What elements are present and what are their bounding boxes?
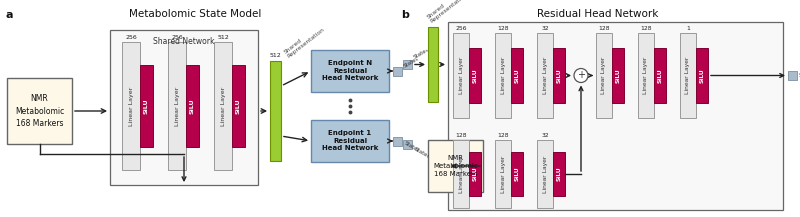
Bar [393,136,402,146]
Text: SiLU: SiLU [473,167,478,181]
Text: Linear Layer: Linear Layer [129,86,134,126]
Bar [393,66,402,76]
Bar [232,65,245,147]
Text: +: + [577,71,585,81]
Bar [140,65,153,147]
Text: Linear Layer: Linear Layer [221,86,226,126]
Text: Shared Network: Shared Network [154,37,214,46]
Bar [7,78,72,144]
Bar [122,42,140,170]
Text: b: b [401,10,409,20]
Circle shape [574,69,588,82]
Text: 256: 256 [125,35,137,40]
Bar [654,48,666,103]
Text: a: a [5,10,13,20]
Text: Linear Layer: Linear Layer [174,86,179,126]
Text: SiLU: SiLU [514,167,519,181]
Bar [428,27,438,102]
Text: Shared
Representation: Shared Representation [283,22,326,59]
Bar [495,33,511,118]
Text: State: State [799,73,800,78]
Bar [311,120,389,162]
Bar [403,140,412,149]
Bar [612,48,624,103]
Bar [453,140,469,208]
Text: Linear Layer: Linear Layer [542,155,547,193]
Text: 1: 1 [686,26,690,31]
Bar [696,48,708,103]
Text: Linear Layer: Linear Layer [686,57,690,94]
Text: 128: 128 [455,133,466,138]
Bar [596,33,612,118]
Text: Residual Head Network: Residual Head Network [538,9,658,19]
Text: SiLU: SiLU [473,68,478,83]
Bar [788,71,797,80]
Bar [110,30,258,185]
Bar [214,42,232,170]
Text: SiLU: SiLU [557,68,562,83]
Bar [469,48,481,103]
Bar [453,33,469,118]
Text: SiLU: SiLU [514,68,519,83]
Text: Metabolomic State Model: Metabolomic State Model [129,9,261,19]
Text: Linear Layer: Linear Layer [458,155,463,193]
Text: 512: 512 [217,35,229,40]
Text: SiLU: SiLU [699,68,705,83]
Text: NMR
Metabolomic
168 Markers: NMR Metabolomic 168 Markers [15,94,64,128]
Text: 128: 128 [640,26,652,31]
Text: 256: 256 [455,26,466,31]
Text: SiLU: SiLU [658,68,662,83]
Text: 512: 512 [270,53,282,58]
Text: Endpoint N
Residual
Head Network: Endpoint N Residual Head Network [322,61,378,82]
Bar [448,22,783,210]
Bar [270,61,281,161]
Text: 256: 256 [171,35,183,40]
Text: State₁: State₁ [413,147,430,159]
Text: 32: 32 [541,133,549,138]
Bar [495,140,511,208]
Text: 128: 128 [498,133,509,138]
Bar [311,50,389,92]
Text: Endpoint 1
Residual
Head Network: Endpoint 1 Residual Head Network [322,130,378,151]
Bar [680,33,696,118]
Text: Linear Layer: Linear Layer [643,57,649,94]
Text: 32: 32 [541,26,549,31]
Bar [553,48,565,103]
Bar [553,152,565,196]
Bar [638,33,654,118]
Bar [186,65,199,147]
Bar [168,42,186,170]
Bar [469,152,481,196]
Text: Stateₙ: Stateₙ [413,47,430,59]
Text: NMR
Metabolomic
168 Markers: NMR Metabolomic 168 Markers [433,155,478,178]
Text: Stateₙ: Stateₙ [403,56,420,68]
Text: 128: 128 [498,26,509,31]
Bar [537,140,553,208]
Text: SiLU: SiLU [236,98,241,114]
Text: SiLU: SiLU [190,98,195,114]
Bar [428,140,483,192]
Text: SiLU: SiLU [144,98,149,114]
Text: Linear Layer: Linear Layer [542,57,547,94]
Text: Linear Layer: Linear Layer [501,57,506,94]
Text: Linear Layer: Linear Layer [458,57,463,94]
Bar [537,33,553,118]
Text: SiLU: SiLU [615,68,621,83]
Bar [511,48,523,103]
Text: 128: 128 [598,26,610,31]
Text: Shared
Representation: Shared Representation [426,0,469,24]
Bar [511,152,523,196]
Text: Linear Layer: Linear Layer [602,57,606,94]
Text: SiLU: SiLU [557,167,562,181]
Text: State₁: State₁ [403,141,420,153]
Text: Linear Layer: Linear Layer [501,155,506,193]
Bar [403,60,412,69]
